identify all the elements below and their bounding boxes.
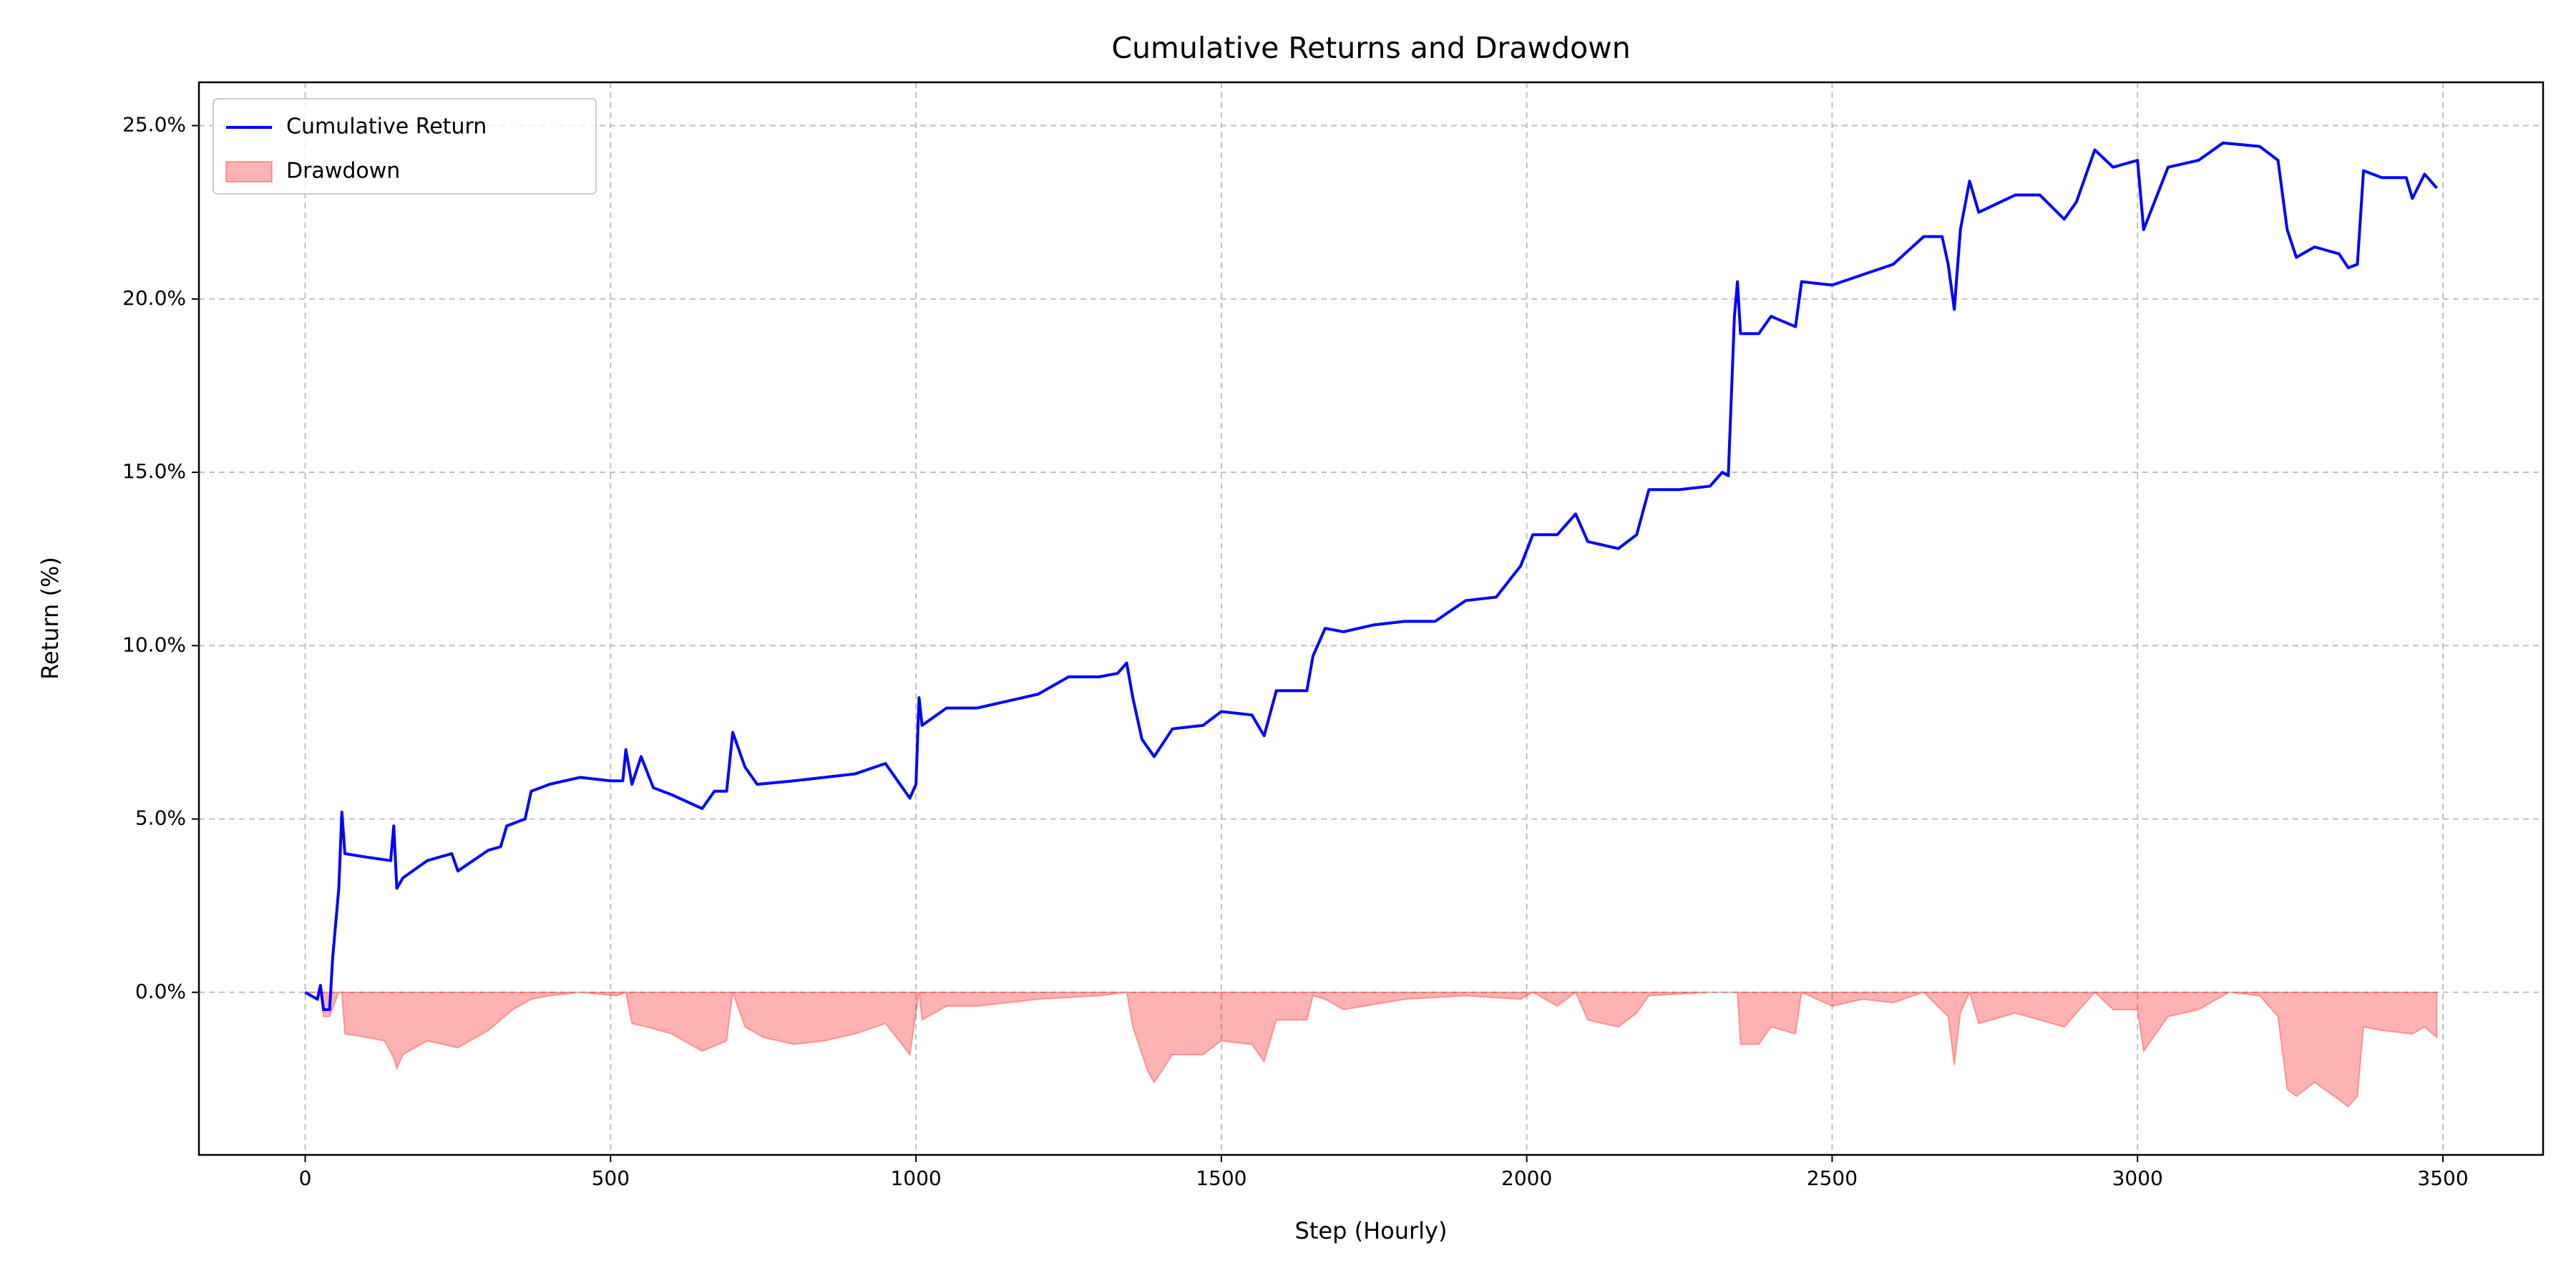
x-tick-label: 2500 bbox=[1807, 1166, 1858, 1190]
y-tick-label: 25.0% bbox=[122, 113, 186, 137]
legend-label: Drawdown bbox=[286, 159, 400, 184]
x-tick-label: 3000 bbox=[2112, 1166, 2163, 1190]
y-tick-label: 20.0% bbox=[122, 286, 186, 310]
y-tick-label: 10.0% bbox=[122, 633, 186, 656]
plot-frame bbox=[197, 81, 2545, 1156]
legend-box bbox=[213, 98, 597, 195]
y-tick-label: 0.0% bbox=[135, 980, 186, 1003]
y-axis-label: Return (%) bbox=[36, 557, 64, 680]
x-tick-label: 500 bbox=[592, 1166, 630, 1190]
x-axis-label: Step (Hourly) bbox=[1295, 1217, 1448, 1244]
drawdown-area bbox=[305, 990, 2438, 1108]
legend-swatch bbox=[225, 161, 273, 182]
x-tick-label: 0 bbox=[299, 1166, 312, 1190]
legend-label: Cumulative Return bbox=[286, 114, 487, 140]
x-tick-label: 2000 bbox=[1501, 1166, 1552, 1190]
chart-title: Cumulative Returns and Drawdown bbox=[1111, 31, 1630, 65]
x-tick-label: 3500 bbox=[2417, 1166, 2468, 1190]
return-line bbox=[304, 141, 2438, 1011]
y-tick-label: 15.0% bbox=[122, 459, 186, 483]
y-tick-label: 5.0% bbox=[135, 806, 186, 830]
x-tick-label: 1500 bbox=[1196, 1166, 1246, 1190]
x-tick-label: 1000 bbox=[890, 1166, 941, 1190]
